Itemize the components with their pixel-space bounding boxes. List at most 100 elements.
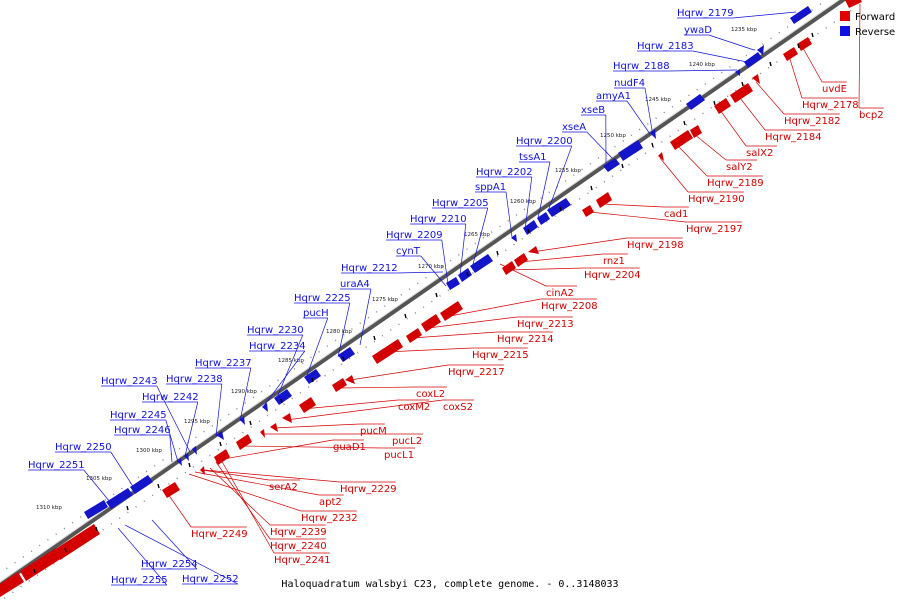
- reverse-gene-label: Hqrw_2202: [476, 167, 533, 178]
- forward-gene-arrow: [845, 0, 862, 8]
- reverse-label-leader: [151, 519, 198, 570]
- reverse-label-leader: [732, 11, 797, 19]
- axis-tick-mark: [527, 228, 530, 234]
- reverse-gene-arrow: [216, 431, 224, 440]
- reverse-label-leader: [586, 131, 613, 159]
- reverse-gene-arrow: [458, 268, 472, 282]
- forward-gene-arrow: [162, 482, 180, 498]
- forward-gene-label: salX2: [746, 148, 773, 159]
- reverse-label-leader: [537, 161, 551, 219]
- reverse-label-leader: [505, 191, 513, 238]
- kbp-position-label: 1295 kbp: [184, 419, 210, 425]
- forward-label-leader: [589, 211, 687, 223]
- forward-label-leader: [507, 267, 585, 271]
- reverse-gene-label: Hqrw_2210: [410, 214, 467, 225]
- reverse-gene-arrow: [757, 45, 764, 55]
- forward-label-leader: [239, 445, 385, 449]
- forward-gene-label: pucL1: [384, 450, 414, 461]
- reverse-gene-label: tssA1: [519, 152, 547, 163]
- reverse-gene-arrow: [240, 416, 245, 425]
- reverse-label-leader: [262, 350, 306, 408]
- reverse-label-leader: [156, 385, 191, 453]
- forward-gene-arrow: [282, 413, 292, 423]
- forward-gene-arrow: [714, 98, 731, 114]
- axis-tick-mark: [280, 398, 283, 404]
- axis-tick-mark: [157, 483, 160, 489]
- forward-gene-arrow: [752, 74, 760, 84]
- forward-gene-arrow: [20, 548, 62, 581]
- reverse-gene-arrow: [338, 347, 355, 362]
- kbp-position-label: 1245 kbp: [645, 97, 671, 103]
- reverse-label-leader: [305, 317, 329, 379]
- forward-gene-label: Hqrw_2189: [707, 178, 764, 189]
- forward-gene-arrow: [270, 423, 278, 432]
- reverse-label-leader: [184, 401, 199, 457]
- reverse-gene-label: ywaD: [684, 25, 712, 36]
- genome-caption: Haloquadratum walsbyi C23, complete geno…: [281, 579, 618, 590]
- reverse-gene-label: nudF4: [614, 78, 645, 89]
- gene-labels: Hqrw_2179 ywaD Hqrw_2183 Hqrw_2188 nudF4 amyA…: [28, 8, 884, 586]
- forward-gene-arrow: [236, 434, 252, 450]
- reverse-label-leader: [396, 271, 444, 274]
- reverse-gene-arrow: [650, 129, 656, 139]
- forward-gene-label: Hqrw_2215: [472, 350, 529, 361]
- reverse-gene-arrow: [537, 212, 550, 225]
- forward-gene-arrow: [440, 301, 463, 321]
- reverse-gene-label: Hqrw_2238: [166, 374, 223, 385]
- forward-label-leader: [188, 473, 302, 512]
- reverse-gene-label: Hqrw_2237: [195, 358, 252, 369]
- reverse-gene-label: Hqrw_2243: [101, 376, 158, 387]
- forward-gene-label: Hqrw_2184: [765, 132, 822, 143]
- reverse-label-leader: [668, 69, 738, 72]
- forward-gene-arrow: [345, 375, 355, 384]
- forward-label-leader: [677, 145, 708, 177]
- reverse-gene-arrow: [192, 446, 197, 455]
- kbp-position-label: 1310 kbp: [36, 505, 62, 511]
- forward-features: [0, 0, 862, 597]
- reverse-gene-label: Hqrw_2200: [516, 136, 573, 147]
- forward-label-leader: [285, 399, 444, 421]
- forward-label-leader: [531, 237, 628, 253]
- forward-gene-label: Hqrw_2182: [784, 116, 841, 127]
- forward-gene-label: Hqrw_2239: [270, 527, 327, 538]
- forward-gene-arrow: [596, 192, 612, 208]
- reverse-label-leader: [547, 145, 573, 212]
- reverse-gene-label: Hqrw_2230: [247, 325, 304, 336]
- forward-label-leader: [427, 316, 518, 329]
- forward-gene-arrow: [299, 397, 316, 413]
- forward-gene-label: pucM: [360, 426, 387, 437]
- kbp-position-label: 1300 kbp: [136, 448, 162, 454]
- kbp-position-label: 1305 kbp: [86, 476, 112, 482]
- axis-tick-mark: [249, 420, 252, 426]
- reverse-label-leader: [110, 451, 135, 489]
- axis-tick-mark: [311, 377, 314, 383]
- forward-gene-arrow: [670, 130, 693, 150]
- forward-gene-label: apt2: [319, 497, 342, 508]
- forward-gene-label: cinA2: [546, 288, 574, 299]
- forward-label-leader: [788, 55, 803, 99]
- reverse-gene-label: sppA1: [475, 182, 506, 193]
- reverse-label-leader: [117, 527, 168, 586]
- forward-gene-label: bcp2: [859, 110, 884, 121]
- forward-gene-arrow: [0, 572, 24, 597]
- reverse-gene-label: Hqrw_2205: [432, 198, 489, 209]
- forward-gene-label: rnz1: [603, 256, 625, 267]
- reverse-gene-label: Hqrw_2183: [637, 41, 694, 52]
- forward-gene-arrow: [582, 205, 594, 217]
- axis-tick-mark: [95, 526, 98, 532]
- legend-forward-swatch: [840, 11, 850, 21]
- reverse-label-leader: [215, 383, 223, 437]
- reverse-label-leader: [644, 87, 653, 131]
- kbp-position-label: 1250 kbp: [600, 133, 626, 139]
- reverse-gene-label: Hqrw_2250: [55, 442, 112, 453]
- forward-gene-arrow: [214, 449, 230, 465]
- kbp-position-label: 1260 kbp: [510, 199, 536, 205]
- forward-gene-label: Hqrw_2240: [270, 541, 327, 552]
- reverse-gene-label: Hqrw_2188: [613, 61, 670, 72]
- reverse-gene-label: uraA4: [340, 279, 370, 290]
- leader-lines: [28, 3, 884, 586]
- axis-tick-mark: [342, 356, 345, 362]
- axis-tick-mark: [126, 505, 129, 511]
- reverse-gene-arrow: [446, 277, 460, 290]
